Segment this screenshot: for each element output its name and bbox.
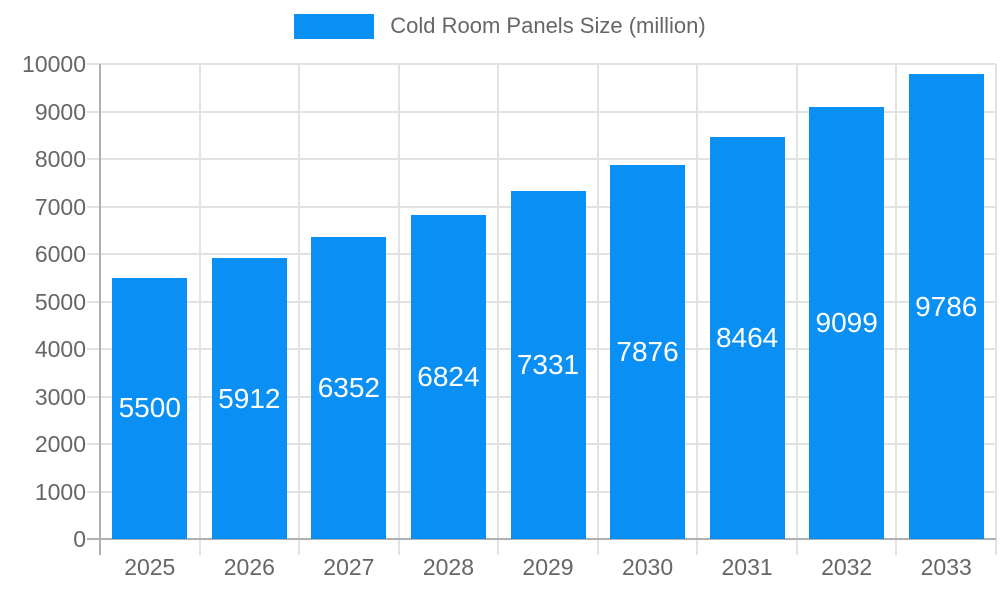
y-axis-tick — [87, 158, 100, 160]
y-axis-label: 2000 — [34, 431, 86, 457]
bar[interactable]: 5912 — [211, 258, 287, 539]
x-axis-tick — [995, 539, 997, 555]
vertical-gridline — [895, 64, 898, 539]
x-axis-label: 2025 — [124, 554, 176, 580]
x-axis-tick — [397, 539, 400, 555]
bar-value-label: 6824 — [417, 360, 480, 392]
vertical-gridline — [497, 64, 500, 539]
bar-value-label: 8464 — [715, 321, 779, 353]
x-axis-label: 2026 — [223, 554, 275, 580]
x-axis-label: 2032 — [821, 554, 873, 580]
chart-legend: Cold Room Panels Size (million) — [0, 13, 1000, 39]
y-axis-tick — [87, 110, 100, 113]
y-axis-tick — [87, 490, 100, 493]
y-axis-label: 10000 — [22, 51, 86, 77]
x-axis-label: 2028 — [422, 554, 475, 580]
x-axis-label: 2029 — [522, 554, 574, 580]
x-axis-tick — [198, 539, 201, 555]
x-axis-label: 2030 — [621, 554, 674, 580]
x-axis-line — [87, 538, 996, 540]
horizontal-gridline — [100, 158, 996, 160]
x-axis-tick — [696, 539, 699, 555]
vertical-gridline — [397, 64, 400, 539]
bar-value-label: 7331 — [516, 348, 580, 380]
bar[interactable]: 5500 — [112, 277, 188, 539]
x-axis-label: 2027 — [323, 554, 375, 580]
legend-color-swatch — [294, 13, 375, 39]
vertical-gridline — [298, 64, 301, 539]
vertical-gridline — [995, 64, 997, 539]
y-axis-tick — [87, 253, 100, 255]
legend-item[interactable]: Cold Room Panels Size (million) — [294, 13, 706, 39]
y-axis-tick — [87, 63, 100, 65]
horizontal-gridline — [100, 110, 996, 113]
x-axis-tick — [895, 539, 898, 555]
y-axis-label: 1000 — [34, 478, 86, 505]
y-axis-tick — [87, 300, 100, 303]
bar[interactable]: 7331 — [510, 190, 586, 539]
bar[interactable]: 8464 — [709, 136, 785, 539]
y-axis-label: 4000 — [34, 336, 86, 362]
y-axis-line — [99, 64, 101, 555]
y-axis-label: 7000 — [34, 193, 86, 220]
y-axis-label: 6000 — [34, 241, 86, 267]
y-axis-label: 9000 — [34, 98, 86, 125]
bar[interactable]: 6824 — [410, 214, 486, 539]
bar[interactable]: 6352 — [311, 237, 387, 539]
horizontal-gridline — [100, 63, 996, 65]
legend-label: Cold Room Panels Size (million) — [390, 13, 706, 38]
vertical-gridline — [596, 64, 599, 539]
y-axis-label: 8000 — [34, 146, 86, 172]
y-axis-label: 0 — [73, 526, 86, 552]
bar[interactable]: 9786 — [908, 74, 984, 539]
bar[interactable]: 9099 — [809, 106, 885, 539]
vertical-gridline — [795, 64, 798, 539]
y-axis-tick — [87, 205, 100, 208]
bar-value-label: 7876 — [616, 335, 679, 367]
bar[interactable]: 7876 — [610, 164, 686, 539]
bar-value-label: 9099 — [815, 306, 878, 338]
bar-value-label: 6352 — [317, 372, 381, 404]
vertical-gridline — [696, 64, 699, 539]
y-axis-tick — [87, 443, 100, 445]
y-axis-label: 5000 — [34, 288, 86, 315]
x-axis-label: 2031 — [721, 554, 773, 580]
x-axis-tick — [596, 539, 599, 555]
bar-value-label: 9786 — [915, 290, 978, 322]
y-axis-tick — [87, 348, 100, 350]
y-axis-tick — [87, 395, 100, 398]
vertical-gridline — [198, 64, 201, 539]
x-axis-tick — [497, 539, 500, 555]
x-axis-tick — [795, 539, 798, 555]
bar-value-label: 5500 — [118, 392, 181, 424]
bar-value-label: 5912 — [218, 382, 281, 414]
y-axis-label: 3000 — [34, 383, 86, 410]
x-axis-tick — [298, 539, 301, 555]
x-axis-label: 2033 — [920, 554, 972, 580]
